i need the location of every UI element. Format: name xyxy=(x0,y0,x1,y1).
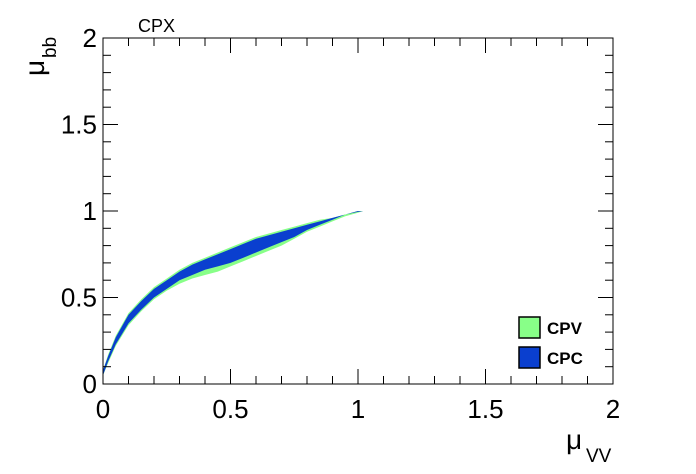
svg-text:μ: μ xyxy=(566,424,582,455)
legend-label-cpc: CPC xyxy=(547,349,583,368)
x-tick-label: 2 xyxy=(606,394,620,424)
svg-text:bb: bb xyxy=(40,37,61,58)
data-bands xyxy=(103,211,364,376)
legend: CPV CPC xyxy=(518,316,583,369)
tick-labels: 0 0.5 1 1.5 2 0 0.5 1 1.5 2 xyxy=(61,23,620,424)
axis-ticks xyxy=(102,37,614,385)
legend-swatch-cpc xyxy=(518,346,541,369)
legend-label-cpv: CPV xyxy=(547,319,583,338)
y-tick-label: 0 xyxy=(83,369,97,399)
svg-text:μ: μ xyxy=(19,60,50,76)
legend-swatch-cpv xyxy=(518,316,541,339)
y-tick-label: 1 xyxy=(83,196,97,226)
x-axis-title: μ VV xyxy=(566,424,612,467)
y-tick-label: 1.5 xyxy=(61,110,97,140)
y-tick-label: 0.5 xyxy=(61,283,97,313)
band-cpc xyxy=(103,211,364,376)
x-tick-label: 1.5 xyxy=(467,394,503,424)
x-tick-label: 1 xyxy=(351,394,365,424)
x-tick-label: 0.5 xyxy=(212,394,248,424)
y-tick-label: 2 xyxy=(83,23,97,53)
chart-title: CPX xyxy=(138,16,175,36)
x-tick-label: 0 xyxy=(96,394,110,424)
y-axis-title: μ bb xyxy=(19,37,61,76)
svg-text:VV: VV xyxy=(586,446,612,467)
